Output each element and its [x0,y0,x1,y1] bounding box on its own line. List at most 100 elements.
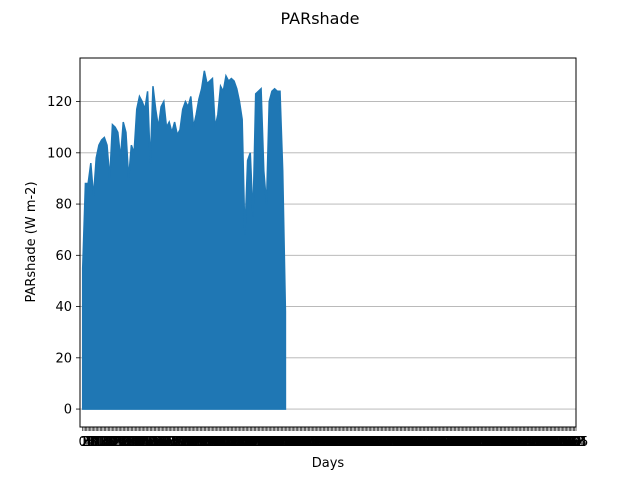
x-tick-label: 206 [349,435,374,450]
x-tick-label: 8 [89,435,97,450]
x-tick-label: 94 [201,435,218,450]
x-tick-label: 307 [485,435,510,450]
x-tick-label: 209 [353,435,378,450]
x-tick-label: 113 [223,435,248,450]
x-tick-label: 141 [261,435,286,450]
x-tick-label: 164 [292,435,317,450]
x-tick-label: 65 [162,435,179,450]
x-tick-label: 323 [507,435,532,450]
plot-area [81,70,287,410]
x-tick-label: 111 [220,435,245,450]
x-tick-label: 157 [282,435,307,450]
x-tick-label: 226 [376,435,401,450]
x-tick-label: 32 [118,435,135,450]
x-tick-label: 182 [316,435,341,450]
x-tick-label: 86 [191,435,208,450]
x-tick-label: 104 [211,435,236,450]
x-tick-label: 44 [134,435,151,450]
x-tick-label: 188 [324,435,349,450]
x-tick-label: 221 [369,435,394,450]
x-tick-label: 38 [126,435,143,450]
x-tick-label: 176 [308,435,333,450]
x-tick-label: 349 [542,435,567,450]
x-tick-label: 200 [341,435,366,450]
x-tick-label: 302 [478,435,503,450]
x-tick-label: 165 [293,435,318,450]
x-tick-label: 153 [277,435,302,450]
x-tick-label: 72 [172,435,189,450]
x-tick-label: 275 [442,435,467,450]
x-tick-label: 325 [510,435,535,450]
x-tick-label: 178 [311,435,336,450]
x-tick-label: 167 [296,435,321,450]
x-tick-label: 168 [297,435,322,450]
x-tick-label: 316 [497,435,522,450]
x-tick-label: 161 [288,435,313,450]
x-tick-label: 127 [242,435,267,450]
x-tick-label: 343 [534,435,559,450]
x-tick-label: 347 [539,435,564,450]
x-tick-label: 37 [124,435,141,450]
x-tick-label: 361 [558,435,583,450]
x-tick-label: 337 [526,435,551,450]
x-tick-label: 286 [457,435,482,450]
x-tick-label: 213 [358,435,383,450]
x-tick-label: 336 [524,435,549,450]
x-tick-label: 363 [561,435,586,450]
x-tick-label: 125 [239,435,264,450]
x-tick-label: 240 [395,435,420,450]
y-tick-label: 40 [55,300,72,315]
x-tick-label: 76 [177,435,194,450]
x-tick-label: 99 [208,435,225,450]
x-tick-label: 223 [372,435,397,450]
x-tick-label: 291 [464,435,489,450]
x-tick-label: 29 [114,435,131,450]
x-tick-label: 270 [435,435,460,450]
chart-title: PARshade [281,9,360,28]
x-tick-label: 96 [204,435,221,450]
x-tick-label: 40 [128,435,145,450]
x-tick-label: 244 [400,435,425,450]
x-tick-label: 235 [388,435,413,450]
x-tick-label: 177 [310,435,335,450]
x-tick-label: 239 [393,435,418,450]
x-tick-label: 186 [322,435,347,450]
x-tick-label: 4 [84,435,92,450]
x-tick-label: 192 [330,435,355,450]
x-tick-label: 212 [357,435,382,450]
x-tick-label: 355 [550,435,575,450]
x-tick-label: 119 [231,435,256,450]
x-tick-label: 224 [373,435,398,450]
x-tick-label: 191 [328,435,353,450]
x-tick-label: 185 [320,435,345,450]
x-tick-label: 106 [214,435,239,450]
x-tick-label: 350 [543,435,568,450]
x-tick-label: 102 [208,435,233,450]
x-tick-label: 329 [515,435,540,450]
x-tick-label: 149 [272,435,297,450]
x-tick-label: 87 [192,435,209,450]
x-tick-label: 353 [547,435,572,450]
x-tick-label: 269 [434,435,459,450]
x-tick-label: 64 [161,435,178,450]
x-tick-label: 252 [411,435,436,450]
x-tick-label: 16 [96,435,113,450]
x-tick-label: 181 [315,435,340,450]
x-tick-label: 227 [377,435,402,450]
x-tick-label: 49 [141,435,158,450]
x-tick-label: 163 [291,435,316,450]
x-tick-label: 311 [491,435,516,450]
x-tick-label: 245 [401,435,426,450]
x-tick-label: 219 [366,435,391,450]
x-tick-label: 196 [335,435,360,450]
x-tick-label: 249 [407,435,432,450]
x-tick-label: 81 [184,435,201,450]
x-tick-label: 0 [79,435,87,450]
x-tick-label: 22 [104,435,121,450]
x-tick-label: 43 [133,435,150,450]
x-tick-label: 187 [323,435,348,450]
x-tick-label: 327 [512,435,537,450]
x-tick-label: 289 [461,435,486,450]
x-tick-label: 114 [224,435,249,450]
